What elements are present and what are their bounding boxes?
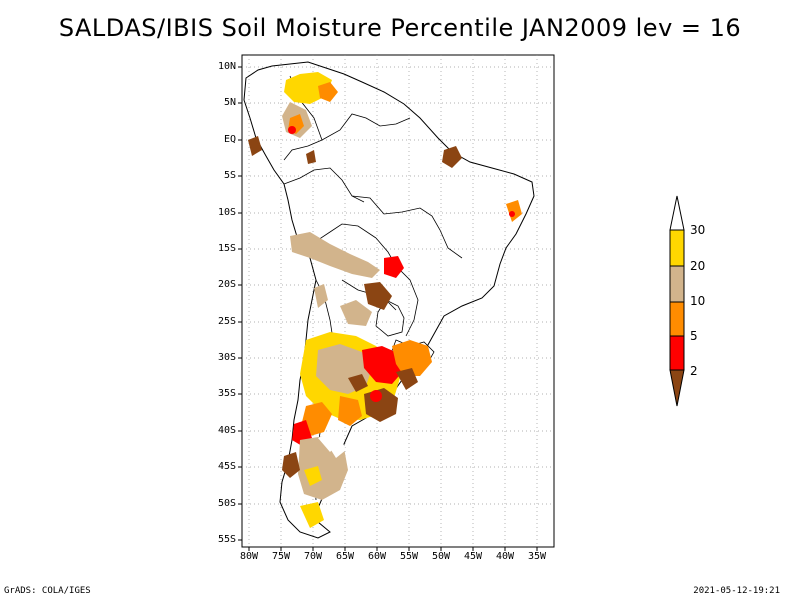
lat-label-35s: 35S xyxy=(218,388,237,399)
colorbar-swatch-below-2 xyxy=(669,369,685,407)
lat-label-15s: 15S xyxy=(218,243,237,254)
lat-label-55s: 55S xyxy=(218,534,237,545)
colorbar-label-10: 10 xyxy=(690,294,706,308)
colorbar-label-20: 20 xyxy=(690,259,706,273)
lat-label-50s: 50S xyxy=(218,498,237,509)
lat-label-30s: 30S xyxy=(218,352,237,363)
lon-label-40w: 40W xyxy=(495,551,515,562)
colorbar-swatch-5-10 xyxy=(669,301,685,337)
lon-label-75w: 75W xyxy=(271,551,291,562)
lon-label-65w: 65W xyxy=(335,551,355,562)
lat-label-10s: 10S xyxy=(218,207,237,218)
axis-ticks xyxy=(238,66,538,551)
percentile-fields xyxy=(248,72,522,528)
lon-label-55w: 55W xyxy=(399,551,419,562)
lat-label-40s: 40S xyxy=(218,425,237,436)
footer-credit: GrADS: COLA/IGES xyxy=(4,586,91,596)
lat-label-25s: 25S xyxy=(218,316,237,327)
lon-label-70w: 70W xyxy=(303,551,323,562)
lon-label-50w: 50W xyxy=(431,551,451,562)
lon-label-35w: 35W xyxy=(527,551,547,562)
lat-label-5s: 5S xyxy=(223,170,236,181)
lat-label-20s: 20S xyxy=(218,279,237,290)
lat-label-eq: EQ xyxy=(223,134,236,145)
colorbar-swatch-20-30 xyxy=(669,229,685,267)
lat-label-45s: 45S xyxy=(218,461,237,472)
colorbar-swatch-2-5 xyxy=(669,335,685,371)
lat-label-5n: 5N xyxy=(223,97,236,108)
colorbar-swatch-10-20 xyxy=(669,265,685,303)
colorbar xyxy=(669,195,685,407)
lon-label-80w: 80W xyxy=(239,551,259,562)
lon-label-45w: 45W xyxy=(463,551,483,562)
lat-label-10n: 10N xyxy=(218,61,237,72)
colorbar-label-5: 5 xyxy=(690,329,698,343)
lon-label-60w: 60W xyxy=(367,551,387,562)
map-title: SALDAS/IBIS Soil Moisture Percentile JAN… xyxy=(58,14,742,42)
colorbar-label-2: 2 xyxy=(690,364,698,378)
footer-timestamp: 2021-05-12-19:21 xyxy=(693,586,780,596)
colorbar-swatch-above-30 xyxy=(669,195,685,231)
colorbar-label-30: 30 xyxy=(690,223,706,237)
